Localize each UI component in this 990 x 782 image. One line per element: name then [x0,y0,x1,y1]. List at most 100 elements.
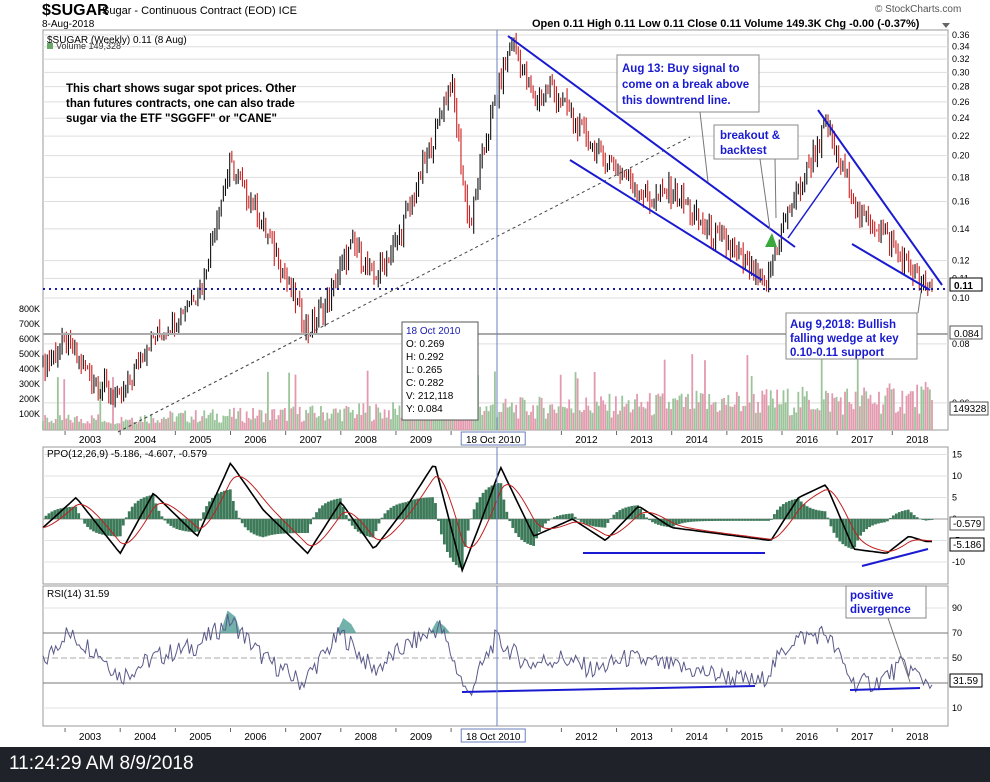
price-tick-label: 0.26 [952,97,970,107]
volume-bar [88,423,91,430]
volume-bar [682,407,685,430]
volume-bar [320,406,322,430]
volume-bar [116,423,119,430]
volume-bar [315,417,318,430]
ppo-hist-bar [163,519,167,521]
volume-bar [648,393,651,430]
volume-bar [593,371,596,430]
volume-bar [71,422,74,430]
volume-bar [895,412,897,430]
price-panel-frame [42,29,949,431]
volume-bar [665,408,668,430]
ppo-hist-bar [609,518,613,519]
volume-bar [752,393,755,430]
volume-bar [324,420,327,430]
ppo-hist-bar [520,519,524,540]
ppo-hist-bar [121,519,125,526]
volume-bar [888,383,891,430]
volume-bar [553,409,556,430]
volume-bar [332,408,335,430]
volume-bar [466,411,469,430]
ppo-hist-bar [570,513,574,519]
ppo-hist-bar [95,519,98,533]
volume-bar [269,420,271,430]
ppo-hist-bar [603,519,607,528]
volume-bar [107,422,110,430]
volume-bar [224,416,227,430]
svg-text:breakout &: breakout & [720,130,780,142]
chart-note: This chart shows sugar spot prices. Othe… [66,83,297,125]
volume-bar [296,414,299,430]
annotation-falling-wedge: Aug 9,2018: Bullish falling wedge at key… [785,291,922,360]
volume-bar [602,400,605,430]
ppo-hist-bar [187,519,191,532]
volume-bar [912,391,914,430]
ppo-hist-bar [695,519,699,522]
volume-bar [544,418,547,430]
year-label: 2015 [741,732,764,743]
ppo-hist-bar [778,506,782,519]
volume-bar [771,398,774,430]
ppo-hist-bar [434,503,437,519]
volume-bar [712,402,715,430]
volume-bar [882,404,885,430]
ppo-hist-bar [749,519,753,521]
ppo-hist-bar [151,494,155,519]
ppo-hist-bar [660,519,663,526]
ppo-hist-bar [805,506,809,519]
ppo-hist-bar [104,519,107,536]
svg-text:0.084: 0.084 [954,329,979,340]
ppo-hist-bar [859,519,863,536]
volume-bar [93,418,95,430]
ppo-hist-bar [775,509,779,519]
volume-bar [848,401,851,430]
ppo-hist-bar [154,503,158,519]
ppo-hist-bar [912,515,916,519]
year-label: 2014 [686,732,709,743]
ppo-hist-bar [900,511,904,519]
ppo-hist-bar [83,519,87,524]
volume-bar [812,409,815,430]
volume-bar [508,406,511,430]
ppo-hist-bar [136,500,140,519]
volume-bar [78,421,80,430]
ppo-hist-bar [838,519,842,542]
volume-bar [831,393,834,430]
ppo-hist-bar [392,505,396,519]
volume-bar [714,401,717,430]
ppo-hist-bar [883,519,886,523]
volume-bar [226,415,229,430]
year-label: 2014 [686,435,709,446]
x-axis-rsi: 2003200420052006200720082009201020122013… [64,728,929,743]
volume-bar [82,423,85,430]
ppo-hist-bar [466,519,470,531]
volume-bar [928,389,931,430]
ppo-hist-bar [68,506,72,519]
volume-bar [356,414,358,430]
ppo-hist-bar [826,517,830,519]
volume-bar [341,421,344,430]
volume-bar [362,403,365,430]
year-label: 2006 [244,435,267,446]
ppo-hist-bar [362,519,366,536]
ppo-tick-label: 10 [952,471,962,481]
volume-bar [366,370,369,430]
volume-bar [931,400,933,430]
svg-text:come on a break above: come on a break above [622,79,749,91]
volume-bar [827,392,829,430]
ppo-hist-bar [740,519,744,521]
volume-bar [510,402,513,430]
cursor-date-box [460,728,526,743]
ppo-divergence-line [861,548,929,567]
volume-bar [657,393,660,430]
ppo-hist-bar [713,519,717,521]
ppo-hist-bar [124,517,128,519]
volume-bar [54,418,57,430]
volume-bar [721,398,723,430]
timestamp-bar: 11:24:29 AM 8/9/2018 [0,747,990,782]
volume-bar [763,394,766,430]
ppo-hist-bar [243,519,247,528]
volume-bar [873,402,876,430]
ohlc-dropdown-icon[interactable] [942,23,950,28]
volume-bar [424,412,426,430]
